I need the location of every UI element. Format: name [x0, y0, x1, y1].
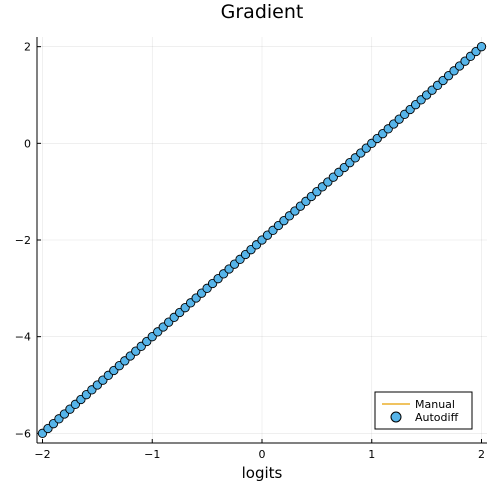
legend-label-autodiff: Autodiff [415, 411, 459, 424]
x-tick-label-4: 2 [478, 448, 485, 461]
x-axis-title: logits [242, 464, 283, 482]
legend-label-manual: Manual [415, 398, 455, 411]
data-point-autodiff [476, 42, 487, 52]
series-layer [37, 42, 487, 438]
x-tick-label-2: 0 [259, 448, 266, 461]
legend-box [374, 391, 473, 430]
y-tick-label-2: −2 [15, 234, 31, 247]
y-tick-label-4: 2 [24, 41, 31, 54]
axes [36, 37, 487, 444]
tick-labels: −2 −1 0 1 2 −6 −4 −2 0 2 [15, 41, 485, 461]
x-tick-label-0: −2 [34, 448, 50, 461]
x-tick-label-3: 1 [368, 448, 375, 461]
y-tick-label-0: −6 [15, 427, 31, 440]
chart-title: Gradient [221, 1, 304, 23]
y-tick-label-1: −4 [15, 331, 31, 344]
legend: Manual Autodiff [374, 391, 473, 430]
legend-swatch-autodiff [390, 411, 402, 423]
x-tick-label-1: −1 [144, 448, 160, 461]
y-tick-label-3: 0 [24, 137, 31, 150]
